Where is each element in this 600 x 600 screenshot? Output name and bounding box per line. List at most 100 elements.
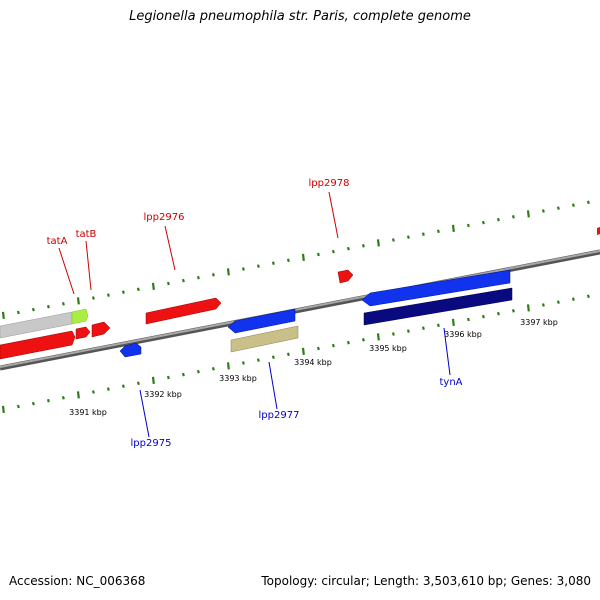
upper-track-tick <box>466 223 470 228</box>
upper-track-tick <box>526 210 530 218</box>
gene-feature-offscreen-red[interactable] <box>597 227 600 235</box>
lower-track-tick <box>301 347 305 356</box>
lower-track-tick <box>181 372 185 377</box>
lower-track-tick <box>481 314 485 319</box>
lower-track-tick <box>286 352 290 357</box>
lower-track-tick <box>31 401 35 406</box>
tick-label-3393: 3393 kbp <box>219 374 257 383</box>
gene-label-tynA[interactable]: tynA <box>439 377 462 388</box>
lower-track-tick <box>61 396 65 400</box>
upper-track-tick <box>391 238 395 242</box>
lower-track-tick <box>421 326 425 330</box>
lower-track-tick <box>526 304 530 312</box>
lower-track-tick <box>451 318 455 327</box>
upper-track-tick <box>151 282 155 291</box>
upper-track-tick <box>421 232 425 236</box>
lower-track-tick <box>256 358 260 362</box>
upper-track-tick <box>481 220 485 225</box>
gene-label-tatA[interactable]: tatA <box>47 236 68 247</box>
upper-track-tick <box>436 229 440 234</box>
gene-feature-red-long[interactable] <box>0 330 76 360</box>
tick-label-3391: 3391 kbp <box>69 408 107 417</box>
lower-track-tick <box>436 323 440 328</box>
upper-track-tick <box>376 239 380 247</box>
leader-line-lpp2975 <box>139 389 150 438</box>
gene-feature-lime[interactable] <box>71 308 89 325</box>
lower-track-tick <box>466 317 470 322</box>
lower-track-tick <box>76 391 80 399</box>
lower-track-tick <box>316 346 320 351</box>
lower-track-tick <box>196 369 200 374</box>
leader-line-lpp2977 <box>268 361 278 410</box>
gene-feature-blue-long[interactable] <box>361 269 511 307</box>
lower-tick-track <box>1 294 590 414</box>
upper-track-tick <box>286 258 290 263</box>
gene-feature-lpp2976[interactable] <box>145 297 222 325</box>
lower-track-tick <box>376 333 380 341</box>
gene-label-tatB[interactable]: tatB <box>76 229 97 240</box>
lower-track-tick <box>151 376 155 385</box>
genome-title: Legionella pneumophila str. Paris, compl… <box>129 9 471 24</box>
upper-track-tick <box>496 217 500 222</box>
gene-label-lpp2978[interactable]: lpp2978 <box>309 178 350 189</box>
lower-track-tick <box>496 311 500 316</box>
lower-track-tick <box>541 303 545 307</box>
lower-track-tick <box>346 340 350 345</box>
lower-track-tick <box>556 300 560 304</box>
lower-track-tick <box>1 405 5 414</box>
gene-label-lpp2977[interactable]: lpp2977 <box>259 410 300 421</box>
lower-track-tick <box>511 309 515 313</box>
upper-track-tick <box>76 297 80 305</box>
lower-track-tick <box>166 375 170 380</box>
lower-track-tick <box>91 390 95 394</box>
tick-label-3395: 3395 kbp <box>369 344 407 353</box>
upper-track-tick <box>61 302 65 306</box>
upper-track-tick <box>346 246 350 251</box>
gene-label-lpp2976[interactable]: lpp2976 <box>144 212 185 223</box>
lower-track-tick <box>361 338 365 342</box>
tick-label-3396: 3396 kbp <box>444 330 482 339</box>
gene-feature-lpp2978[interactable] <box>337 269 354 284</box>
upper-track-tick <box>16 310 20 315</box>
upper-track-tick <box>451 224 455 233</box>
lower-track-tick <box>571 297 575 301</box>
genome-summary-text: Topology: circular; Length: 3,503,610 bp… <box>261 574 591 588</box>
leader-line-tatA <box>58 247 75 295</box>
leader-line-tynA <box>443 327 451 376</box>
upper-track-tick <box>361 244 365 248</box>
lower-track-tick <box>226 362 230 370</box>
leader-line-lpp2976 <box>164 225 176 271</box>
upper-track-tick <box>511 215 515 219</box>
gene-feature-blue-small[interactable] <box>119 342 142 358</box>
lower-track-tick <box>406 329 410 333</box>
upper-tick-track <box>1 200 590 320</box>
upper-track-tick <box>301 253 305 262</box>
lower-track-tick <box>136 381 140 386</box>
gene-feature-lpp2977[interactable] <box>230 325 299 353</box>
gene-feature-blue-mid[interactable] <box>227 308 296 334</box>
accession-text: Accession: NC_006368 <box>9 574 146 588</box>
upper-track-tick <box>571 203 575 207</box>
lower-track-tick <box>331 343 335 348</box>
upper-track-tick <box>166 281 170 286</box>
upper-track-tick <box>316 252 320 257</box>
lower-track-tick <box>271 355 275 359</box>
gene-feature-red-small-2[interactable] <box>91 321 111 338</box>
upper-track-tick <box>1 311 5 320</box>
upper-track-tick <box>211 273 215 277</box>
upper-track-tick <box>541 209 545 213</box>
tick-label-3394: 3394 kbp <box>294 358 332 367</box>
upper-track-tick <box>331 249 335 254</box>
gene-feature-tynA[interactable] <box>363 287 513 326</box>
gene-feature-red-small-1[interactable] <box>75 326 91 340</box>
gene-label-lpp2975[interactable]: lpp2975 <box>131 438 172 449</box>
lower-track-tick <box>16 404 20 409</box>
upper-track-tick <box>226 268 230 276</box>
lower-track-tick <box>586 294 590 299</box>
upper-track-tick <box>256 264 260 268</box>
lower-track-tick <box>106 387 110 391</box>
upper-track-tick <box>91 296 95 300</box>
lower-track-tick <box>46 398 50 403</box>
